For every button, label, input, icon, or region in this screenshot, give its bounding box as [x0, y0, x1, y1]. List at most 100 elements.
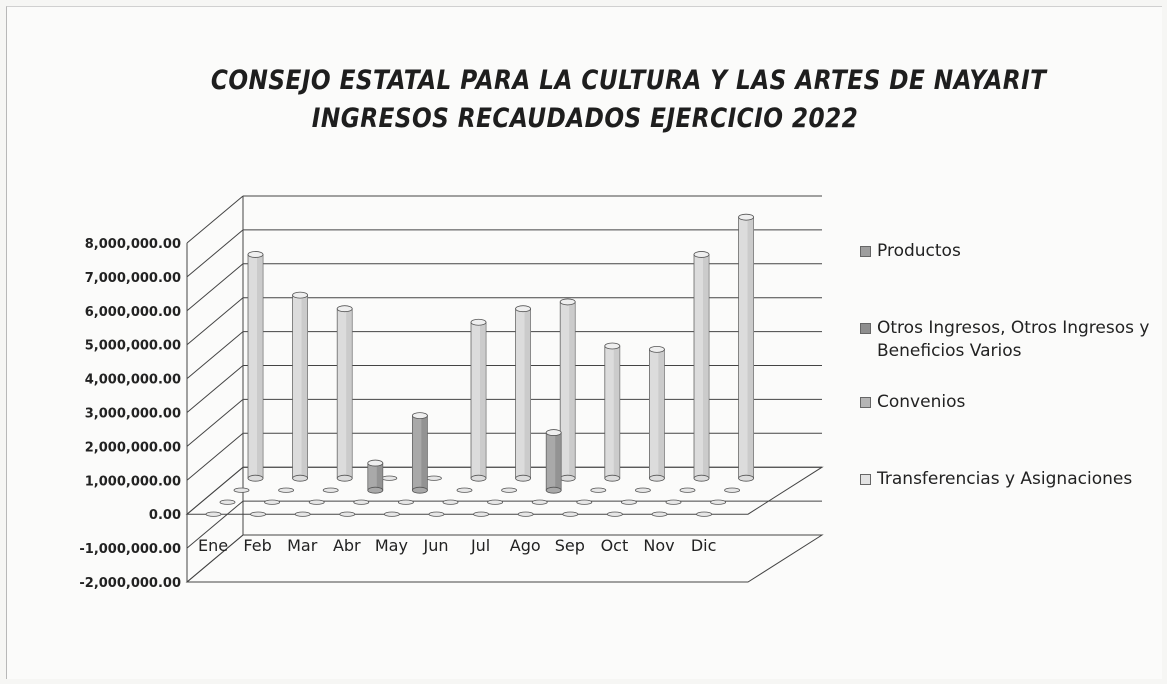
bar-top	[515, 305, 531, 313]
bar-base	[559, 474, 576, 482]
bar-shade	[346, 308, 353, 479]
y-tick-label: 6,000,000.00	[85, 305, 181, 320]
bar-top	[559, 298, 576, 306]
bar-flat-marker	[353, 499, 370, 505]
grid-diagonal	[186, 263, 244, 312]
x-tick-label: Nov	[643, 536, 674, 555]
bar-flat-marker	[651, 511, 668, 517]
bar-flat-marker	[501, 487, 518, 493]
bar-flat-marker	[487, 499, 504, 505]
bar-shade	[257, 254, 263, 479]
bar-flat-marker	[665, 499, 682, 505]
chart-title-line-1: CONSEJO ESTATAL PARA LA CULTURA Y LAS AR…	[210, 65, 1047, 96]
y-tick-label: 5,000,000.00	[85, 339, 181, 354]
bar-shade	[376, 463, 383, 491]
bar-flat-marker	[233, 487, 250, 493]
y-tick-label: 7,000,000.00	[85, 271, 181, 286]
legend-label: Convenios	[877, 392, 966, 412]
bar-flat-marker	[635, 487, 651, 493]
bar-flat-marker	[219, 499, 236, 505]
y-tick-label: -2,000,000.00	[79, 576, 181, 591]
bar-shade	[747, 217, 754, 479]
y-tick-label: 4,000,000.00	[85, 373, 181, 388]
bar-flat-marker	[562, 511, 579, 517]
bar-flat-marker	[679, 487, 696, 493]
chart-title-line-2: INGRESOS RECAUDADOS EJERCICIO 2022	[311, 103, 859, 134]
y-tick-label: 1,000,000.00	[85, 474, 181, 489]
bar-base	[367, 486, 384, 494]
x-tick-label: May	[375, 536, 408, 555]
bar-top	[470, 318, 487, 326]
floor-zero	[185, 466, 824, 515]
bar-flat-marker	[205, 511, 222, 517]
bar-base	[336, 474, 353, 482]
bar-base	[470, 474, 487, 482]
legend-swatch	[860, 397, 871, 408]
bar-flat-marker	[381, 475, 398, 481]
bar-base	[738, 474, 754, 482]
bar-base	[604, 474, 621, 482]
x-tick-label: Mar	[287, 536, 318, 555]
bar-shade	[421, 415, 428, 491]
bar-flat-marker	[383, 511, 400, 517]
bar-flat-marker	[250, 511, 267, 517]
bar-shade	[301, 295, 308, 479]
bar-shade	[613, 345, 620, 479]
bar-base	[247, 474, 264, 482]
legend-swatch	[860, 246, 871, 257]
bar-flat-marker	[322, 487, 339, 493]
bar-shade	[569, 301, 576, 479]
bar-flat-marker	[473, 511, 490, 517]
bar-flat-marker	[456, 487, 473, 493]
bar-shade	[658, 349, 665, 479]
bar-top	[367, 459, 384, 467]
y-tick-label: 2,000,000.00	[85, 440, 181, 455]
bar-top	[411, 412, 428, 420]
bar-top	[604, 342, 621, 350]
y-tick-label: 0.00	[149, 508, 181, 523]
legend-item: Convenios	[860, 391, 1152, 414]
bar-flat-marker	[531, 499, 548, 505]
x-tick-label: Sep	[555, 536, 585, 555]
bar-shade	[524, 308, 531, 479]
legend-label: Otros Ingresos, Otros Ingresos y Benefic…	[877, 318, 1150, 361]
x-tick-label: Feb	[243, 536, 271, 555]
bar-flat-marker	[517, 511, 534, 517]
bar-flat-marker	[264, 499, 281, 505]
bar-flat-marker	[696, 511, 712, 517]
chart-title: CONSEJO ESTATAL PARA LA CULTURA Y LAS AR…	[210, 62, 1047, 138]
bar-flat-marker	[428, 511, 445, 517]
bar-shade	[703, 254, 709, 479]
bar-base	[411, 486, 428, 494]
bar-flat-marker	[294, 511, 311, 517]
bar-top	[545, 429, 562, 436]
legend-item: Otros Ingresos, Otros Ingresos y Benefic…	[860, 317, 1152, 363]
x-tick-label: Jun	[423, 536, 449, 555]
bar-flat-marker	[425, 475, 442, 481]
bar-top	[336, 305, 353, 313]
bar-base	[545, 486, 562, 494]
bar-flat-marker	[397, 499, 414, 505]
bar-flat-marker	[710, 499, 726, 505]
bar-base	[515, 474, 531, 482]
grid-diagonal	[186, 229, 244, 278]
x-tick-label: Abr	[333, 536, 361, 555]
bar-base	[292, 474, 309, 482]
bar-flat-marker	[621, 499, 637, 505]
bar-top	[693, 251, 710, 258]
x-tick-label: Dic	[691, 536, 717, 555]
chart-frame	[6, 6, 1162, 679]
y-tick-label: 3,000,000.00	[85, 407, 181, 422]
bar-flat-marker	[576, 499, 593, 505]
bar-flat-marker	[724, 487, 740, 493]
legend-label: Productos	[877, 241, 961, 261]
bar-flat-marker	[590, 487, 607, 493]
x-tick-label: Jul	[470, 536, 490, 555]
bar-top	[247, 251, 264, 258]
legend-item: Transferencias y Asignaciones	[860, 468, 1152, 491]
bar-top	[738, 213, 754, 221]
y-tick-label: 8,000,000.00	[85, 237, 181, 252]
x-tick-label: Oct	[601, 536, 629, 555]
y-tick-label: -1,000,000.00	[79, 542, 181, 557]
legend-item: Productos	[860, 240, 1152, 263]
